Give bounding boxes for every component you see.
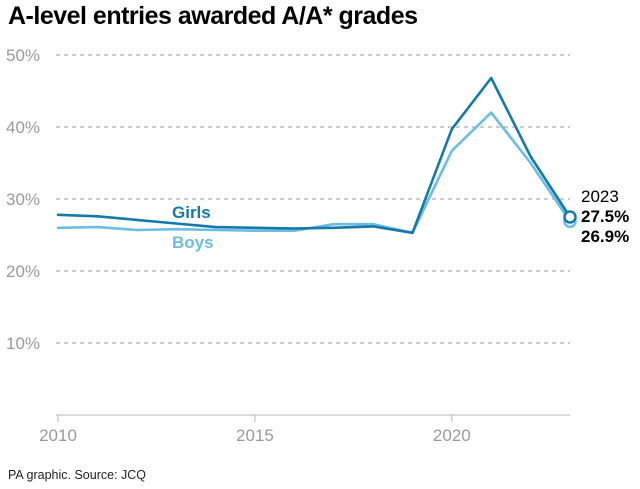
x-tick-label: 2010 xyxy=(39,426,77,445)
series-lines xyxy=(56,76,577,235)
chart-title: A-level entries awarded A/A* grades xyxy=(8,2,418,30)
x-tick-label: 2015 xyxy=(236,426,274,445)
y-tick-label: 30% xyxy=(6,190,40,209)
y-tick-label: 40% xyxy=(6,118,40,137)
gridlines xyxy=(56,54,570,344)
series-line-boys xyxy=(56,111,572,235)
series-label-boys: Boys xyxy=(172,233,214,252)
y-axis-ticks: 10% 20% 30% 40% 50% xyxy=(6,46,40,353)
end-annotation-boys-value: 26.9% xyxy=(581,227,629,246)
x-axis-ticks: 2010 2015 2020 xyxy=(39,415,471,445)
series-label-girls: Girls xyxy=(172,203,211,222)
y-tick-label: 50% xyxy=(6,46,40,65)
end-marker-girls xyxy=(563,210,577,224)
y-tick-label: 10% xyxy=(6,334,40,353)
series-line-girls xyxy=(56,76,572,235)
end-annotation-year: 2023 xyxy=(581,187,619,206)
y-tick-label: 20% xyxy=(6,262,40,281)
end-annotation: 2023 27.5% 26.9% xyxy=(581,187,629,246)
end-annotation-girls-value: 27.5% xyxy=(581,207,629,226)
series-labels: Girls Boys xyxy=(172,203,214,252)
source-note: PA graphic. Source: JCQ xyxy=(8,468,147,482)
x-tick-label: 2020 xyxy=(433,426,471,445)
